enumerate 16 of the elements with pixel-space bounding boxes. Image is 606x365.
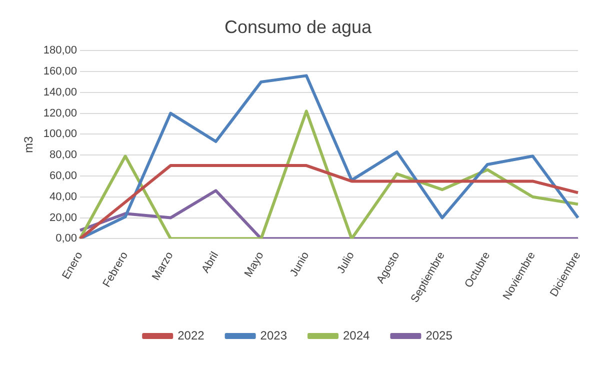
chart-title: Consumo de agua — [224, 16, 373, 37]
y-tick-label: 40,00 — [50, 190, 78, 203]
y-tick-label: 140,00 — [43, 86, 78, 98]
legend-label: 2022 — [178, 328, 205, 342]
y-tick-label: 100,00 — [43, 128, 78, 140]
y-tick-label: 20,00 — [50, 212, 78, 224]
legend-label: 2025 — [426, 328, 453, 342]
y-tick-label: 80,00 — [50, 149, 78, 162]
y-tick-label: 60,00 — [50, 170, 78, 182]
legend-label: 2023 — [260, 328, 288, 342]
y-tick-label: 120,00 — [43, 107, 78, 120]
y-tick-label: 160,00 — [43, 66, 78, 78]
y-tick-label: 180,00 — [43, 44, 78, 57]
y-axis-title: m3 — [22, 136, 36, 153]
legend-label: 2024 — [343, 328, 370, 342]
y-tick-label: 0,00 — [56, 232, 78, 245]
